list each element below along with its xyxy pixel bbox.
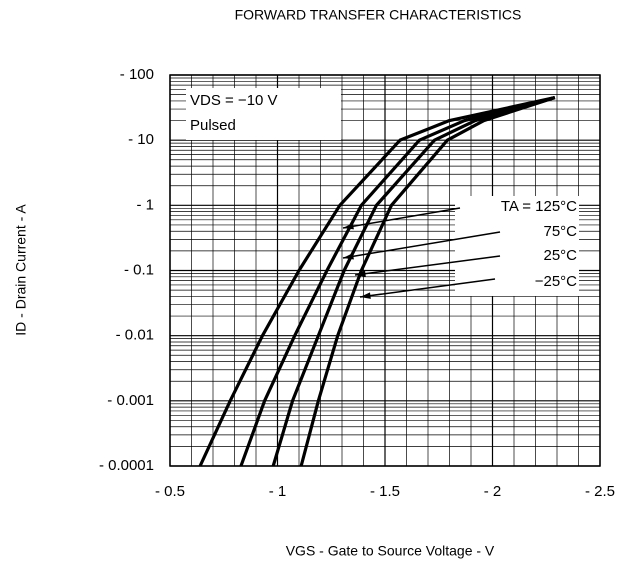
legend-box (455, 196, 579, 296)
legend-arrow (342, 207, 461, 229)
annotation: VDS = −10 V (190, 92, 278, 109)
arrow-head (343, 223, 354, 230)
curve (198, 96, 556, 467)
curve (239, 96, 556, 467)
legend-label: −25°C (535, 273, 577, 290)
x-tick-label: - 2 (484, 483, 502, 500)
y-tick-label: - 0.001 (107, 392, 154, 409)
x-tick-label: - 2.5 (585, 483, 615, 500)
curve (271, 96, 556, 467)
legend-label: 75°C (543, 223, 577, 240)
y-axis-label: ID - Drain Current - A (13, 204, 29, 336)
legend-arrow (354, 255, 501, 276)
arrow-head (343, 253, 354, 260)
annotation-box (186, 88, 341, 140)
x-tick-label: - 1 (269, 483, 287, 500)
legend-arrow (359, 278, 496, 298)
y-tick-label: - 0.0001 (99, 457, 154, 474)
curve (299, 96, 556, 467)
x-tick-label: - 0.5 (155, 483, 185, 500)
y-tick-label: - 10 (128, 131, 154, 148)
y-tick-label: - 0.01 (116, 327, 154, 344)
y-tick-label: - 0.1 (124, 261, 154, 278)
plot-frame (169, 74, 601, 467)
x-axis-label: VGS - Gate to Source Voltage - V (286, 543, 495, 559)
legend-label: 25°C (543, 247, 577, 264)
legend-arrow (342, 231, 501, 259)
annotation: Pulsed (190, 117, 236, 134)
chart-title: FORWARD TRANSFER CHARACTERISTICS (235, 7, 522, 23)
y-tick-label: - 100 (120, 66, 154, 83)
legend-label: TA = 125°C (501, 198, 577, 215)
x-tick-label: - 1.5 (370, 483, 400, 500)
y-tick-label: - 1 (136, 196, 154, 213)
arrow-head (360, 292, 371, 299)
arrow-head (355, 270, 366, 277)
